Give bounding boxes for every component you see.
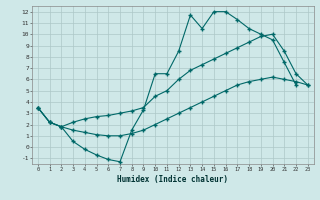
X-axis label: Humidex (Indice chaleur): Humidex (Indice chaleur) bbox=[117, 175, 228, 184]
